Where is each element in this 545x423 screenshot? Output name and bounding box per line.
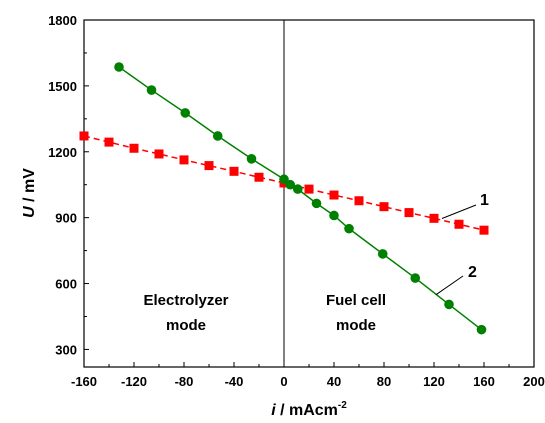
- series-2-leader: [435, 275, 464, 296]
- series-2: [114, 62, 487, 335]
- series-2-label: 2: [468, 264, 477, 281]
- x-axis-symbol: i: [271, 402, 276, 419]
- series-2-point: [146, 85, 157, 95]
- series-1-point: [79, 131, 89, 141]
- y-axis-symbol: U: [21, 206, 38, 218]
- series-1-point: [204, 161, 214, 171]
- series-1-leader: [441, 204, 477, 219]
- series-2-point: [311, 198, 322, 209]
- y-tick-label: 900: [55, 211, 77, 226]
- series-1-point: [354, 196, 364, 206]
- series-1-point: [379, 202, 389, 212]
- series-1-point: [304, 184, 314, 194]
- series-layer: [79, 62, 489, 335]
- y-tick-label: 300: [55, 342, 77, 357]
- x-tick-label: 80: [377, 374, 391, 389]
- x-tick-label: 0: [280, 374, 287, 389]
- y-axis-unit: / mV: [21, 168, 38, 207]
- x-tick-label: -160: [71, 374, 97, 389]
- axis-ticks: -160 -120 -80 -40 0 40 80 120 160 200 300 600 900 120…: [48, 13, 545, 389]
- series-2-point: [377, 249, 388, 259]
- x-tick-label: 200: [523, 374, 545, 389]
- series-1-point: [329, 190, 339, 200]
- labels: 1 2 Electrolyzer mode Fuel cell mode: [143, 192, 489, 334]
- x-tick-label: -80: [175, 374, 194, 389]
- series-1-point: [229, 166, 239, 176]
- series-1-point: [129, 143, 139, 153]
- y-axis-label: U / mV: [21, 168, 38, 218]
- y-tick-label: 1500: [48, 79, 77, 94]
- x-axis-exponent: -2: [338, 400, 347, 411]
- x-tick-label: -120: [121, 374, 147, 389]
- x-axis-label: i / mAcm-2: [271, 400, 347, 419]
- series-1-point: [479, 225, 489, 235]
- series-1-point: [154, 149, 164, 159]
- series-2-point: [476, 324, 487, 335]
- series-2-point: [180, 108, 191, 118]
- x-tick-label: 120: [423, 374, 445, 389]
- series-2-line: [118, 66, 482, 331]
- region-label-0: Electrolyzer: [143, 292, 228, 309]
- x-tick-label: 160: [473, 374, 495, 389]
- series-1-point: [104, 137, 114, 147]
- y-tick-label: 600: [55, 277, 77, 292]
- region-label-0: mode: [166, 317, 206, 334]
- y-tick-label: 1800: [48, 13, 77, 28]
- series-1-point: [179, 155, 189, 165]
- series-2-point: [292, 184, 303, 194]
- series-2-point: [114, 62, 124, 72]
- series-2-point: [212, 131, 223, 141]
- series-2-point: [279, 174, 289, 185]
- series-2-point: [410, 273, 421, 283]
- series-2-point: [329, 210, 339, 221]
- series-2-point: [344, 223, 354, 234]
- region-label-1: mode: [336, 317, 376, 334]
- series-1-point: [429, 213, 439, 223]
- x-tick-label: 40: [327, 374, 341, 389]
- series-2-point: [444, 299, 454, 310]
- series-2-point: [246, 154, 257, 164]
- series-1-point: [254, 172, 264, 182]
- series-1-point: [454, 219, 464, 229]
- series-1-label: 1: [480, 192, 489, 209]
- region-label-1: Fuel cell: [326, 292, 386, 309]
- series-2-point: [285, 179, 296, 190]
- x-axis-unit: / mAcm: [276, 402, 338, 419]
- y-tick-label: 1200: [48, 145, 77, 160]
- x-tick-label: -40: [225, 374, 244, 389]
- series-1-point: [404, 208, 414, 218]
